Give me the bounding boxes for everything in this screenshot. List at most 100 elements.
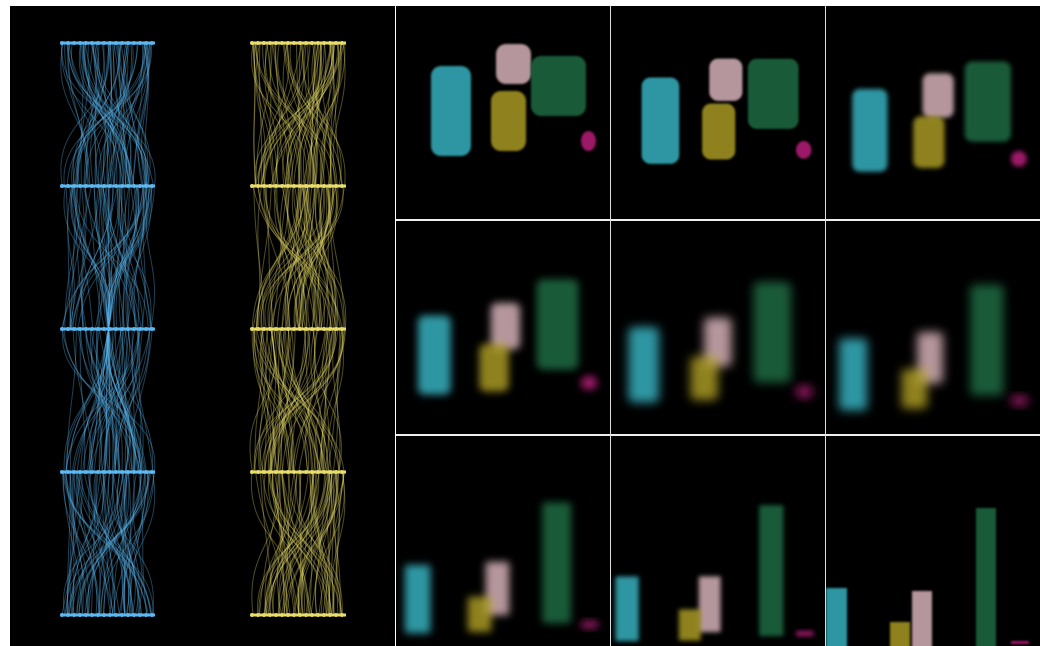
axis-dot (150, 41, 154, 45)
axis-dot (84, 613, 88, 617)
axis-dot (60, 184, 64, 188)
axis-dot (328, 327, 332, 331)
axis-dot (250, 470, 254, 474)
region (468, 597, 492, 632)
axis-dot (102, 470, 106, 474)
region (976, 508, 996, 646)
axis-dot (60, 613, 64, 617)
axis-dot (96, 41, 100, 45)
axis-dot (60, 41, 64, 45)
region (537, 279, 579, 369)
axis-dot (286, 613, 290, 617)
axis-dot (340, 470, 344, 474)
axis-dot (66, 613, 70, 617)
region (902, 369, 928, 408)
axis-dot (132, 613, 136, 617)
axis-dot (292, 184, 296, 188)
axis-dot (138, 613, 142, 617)
axis-dot (114, 41, 118, 45)
axis-dot (114, 327, 118, 331)
region (699, 576, 721, 632)
axis-dot (144, 184, 148, 188)
region (923, 73, 954, 118)
axis-dot (120, 41, 124, 45)
axis-dot (78, 470, 82, 474)
axis-dot (298, 470, 302, 474)
transition-grid (396, 6, 1040, 646)
axis-dot (84, 327, 88, 331)
panel (826, 436, 1040, 646)
axis-dot (256, 613, 260, 617)
axis-dot (108, 41, 112, 45)
axis-dot (144, 613, 148, 617)
axis-dot (126, 327, 130, 331)
axis-dot (298, 327, 302, 331)
axis-dot (292, 470, 296, 474)
axis-dot (280, 327, 284, 331)
region (759, 505, 783, 636)
axis-dot (298, 184, 302, 188)
axis-dot (268, 41, 272, 45)
axis-dot (328, 41, 332, 45)
axis-dot (138, 184, 142, 188)
axis-dot (322, 327, 326, 331)
region (839, 339, 867, 411)
axis-dot (328, 470, 332, 474)
axis-dot (256, 470, 260, 474)
region (581, 376, 597, 390)
axis-dot (262, 184, 266, 188)
axis-dot (126, 184, 130, 188)
axis-dot (120, 470, 124, 474)
axis-dot (328, 184, 332, 188)
axis-dot (274, 470, 278, 474)
axis-dot (84, 41, 88, 45)
axis-dot (84, 184, 88, 188)
region (913, 116, 944, 168)
axis-dot (292, 327, 296, 331)
axis-dot (138, 470, 142, 474)
axis-dot (340, 184, 344, 188)
region (709, 59, 742, 101)
axis-dot (304, 613, 308, 617)
axis-dot (66, 41, 70, 45)
axis-dot (262, 613, 266, 617)
axis-dot (322, 613, 326, 617)
axis-dot (132, 470, 136, 474)
axis-dot (132, 184, 136, 188)
axis-dot (340, 613, 344, 617)
axis-dot (90, 327, 94, 331)
region (702, 104, 735, 160)
region (405, 565, 431, 633)
axis-dot (132, 327, 136, 331)
axis-dot (286, 184, 290, 188)
axis-dot (256, 41, 260, 45)
axis-dot (72, 184, 76, 188)
axis-dot (298, 613, 302, 617)
axis-dot (310, 41, 314, 45)
region (796, 141, 811, 159)
axis-dot (310, 470, 314, 474)
axis-dot (334, 184, 338, 188)
axis-dot (60, 327, 64, 331)
axis-dot (316, 327, 320, 331)
axis-dot (102, 184, 106, 188)
axis-dot (90, 41, 94, 45)
axis-dot (268, 613, 272, 617)
axis-dot (120, 327, 124, 331)
region (754, 282, 792, 383)
axis-dot (316, 184, 320, 188)
axis-dot (286, 41, 290, 45)
axis-dot (78, 327, 82, 331)
axis-dot (316, 470, 320, 474)
axis-dot (256, 184, 260, 188)
region (431, 66, 471, 156)
axis-dot (72, 41, 76, 45)
axis-dot (72, 327, 76, 331)
axis-dot (108, 613, 112, 617)
axis-dot (138, 41, 142, 45)
region (1011, 641, 1029, 644)
region (642, 78, 680, 164)
axis-dot (150, 613, 154, 617)
region (912, 591, 932, 646)
axis-dot (280, 613, 284, 617)
